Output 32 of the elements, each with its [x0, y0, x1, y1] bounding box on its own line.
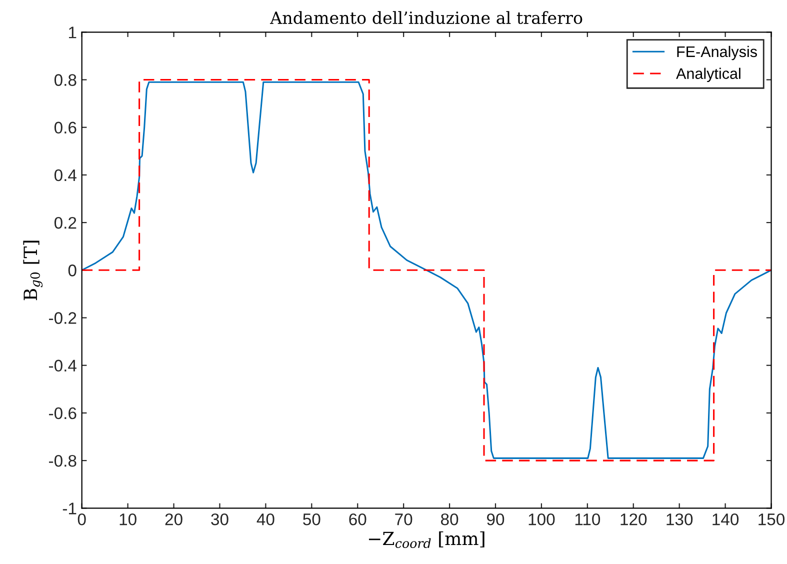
x-axis-title: −Z$_{coord}$ [mm] — [368, 531, 484, 548]
y-tick-label: 0.6 — [54, 122, 76, 134]
x-tick-label: 150 — [758, 513, 785, 526]
x-tick-label: 140 — [712, 513, 739, 526]
y-tick-label: -0.4 — [49, 360, 76, 372]
y-axis-title: B$_{g0}$ [T] — [23, 240, 43, 300]
y-tick-label: -0.6 — [49, 407, 76, 420]
y-tick-label: -0.8 — [49, 454, 76, 467]
x-tick-label: 110 — [575, 513, 600, 526]
x-tick-label: 60 — [349, 513, 366, 526]
legend-label: Analytical — [676, 68, 740, 82]
legend-label: FE-Analysis — [677, 46, 757, 60]
y-tick-label: -1 — [62, 502, 76, 514]
x-tick-label: 20 — [165, 513, 182, 526]
y-tick-label: 0.2 — [54, 216, 76, 229]
x-tick-label: 10 — [120, 513, 136, 526]
y-tick-label: 0.4 — [54, 169, 76, 182]
x-tick-label: 50 — [303, 513, 320, 526]
x-tick-label: 80 — [440, 513, 458, 526]
chart-title: Andamento dell’induzione al traferro — [270, 11, 582, 24]
y-tick-label: 0 — [68, 264, 76, 276]
x-tick-label: 130 — [666, 513, 693, 526]
x-tick-label: 120 — [620, 513, 647, 526]
x-tick-label: 70 — [395, 513, 412, 526]
x-tick-label: 90 — [487, 513, 504, 526]
y-tick-label: 1 — [68, 26, 76, 38]
y-tick-label: -0.2 — [49, 312, 76, 324]
x-tick-label: 0 — [78, 513, 86, 526]
y-tick-label: 0.8 — [54, 74, 76, 86]
x-tick-label: 30 — [211, 513, 228, 526]
x-tick-label: 100 — [528, 513, 555, 526]
x-tick-label: 40 — [256, 513, 274, 526]
